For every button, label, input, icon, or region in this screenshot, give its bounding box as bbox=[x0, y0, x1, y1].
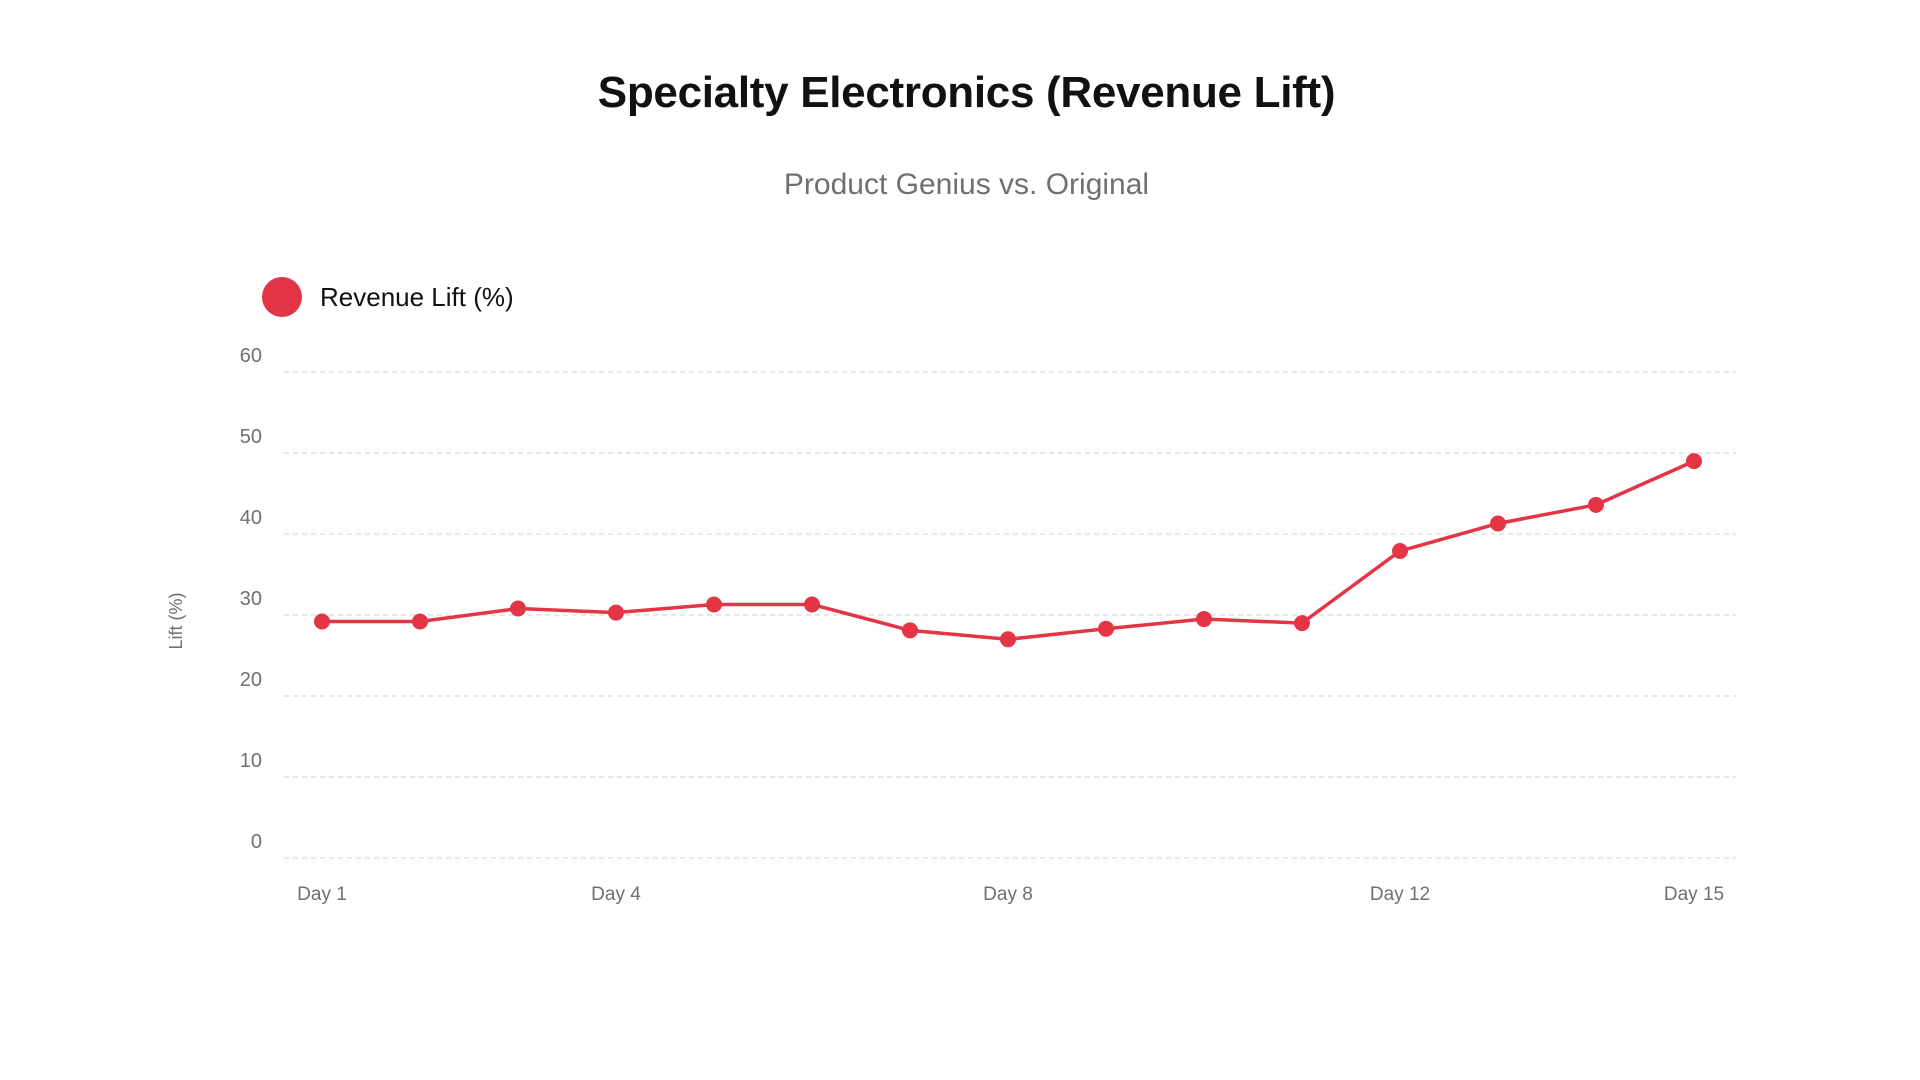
chart-subtitle: Product Genius vs. Original bbox=[783, 168, 1150, 201]
data-point bbox=[1098, 620, 1114, 637]
x-tick-label: Day 15 bbox=[1664, 884, 1724, 905]
legend: Revenue Lift (%) bbox=[262, 277, 514, 317]
y-axis-ticks: 0 10 20 30 40 50 60 bbox=[240, 345, 262, 853]
data-point bbox=[510, 600, 526, 617]
y-tick-label: 20 bbox=[240, 669, 262, 691]
data-point bbox=[1196, 611, 1212, 628]
legend-label: Revenue Lift (%) bbox=[320, 281, 514, 312]
x-tick-label: Day 1 bbox=[297, 884, 347, 905]
data-point bbox=[902, 622, 918, 639]
y-tick-label: 60 bbox=[240, 345, 262, 367]
y-tick-label: 0 bbox=[251, 831, 262, 853]
data-point bbox=[1000, 631, 1016, 648]
legend-swatch bbox=[262, 277, 302, 317]
data-point bbox=[1490, 515, 1506, 532]
y-tick-label: 10 bbox=[240, 750, 262, 772]
data-point bbox=[1392, 543, 1408, 560]
data-point bbox=[1294, 615, 1310, 632]
y-axis-title: Lift (%) bbox=[166, 592, 186, 649]
x-tick-label: Day 12 bbox=[1370, 884, 1430, 905]
grid-lines bbox=[284, 371, 1736, 859]
data-point bbox=[608, 604, 624, 621]
series-points bbox=[314, 453, 1702, 648]
data-point bbox=[1588, 496, 1604, 513]
series-line bbox=[320, 459, 1696, 642]
data-point bbox=[706, 596, 722, 613]
x-tick-label: Day 4 bbox=[591, 884, 641, 905]
y-tick-label: 50 bbox=[240, 426, 262, 448]
chart-title: Specialty Electronics (Revenue Lift) bbox=[597, 68, 1336, 117]
data-point bbox=[1686, 453, 1702, 470]
y-tick-label: 30 bbox=[240, 588, 262, 610]
x-tick-label: Day 8 bbox=[983, 884, 1033, 905]
data-point bbox=[314, 613, 330, 630]
series-line-layer bbox=[320, 459, 1696, 642]
x-axis-ticks: Day 1 Day 4 Day 8 Day 12 Day 15 bbox=[297, 884, 1724, 905]
y-tick-label: 40 bbox=[240, 507, 262, 529]
data-point bbox=[804, 596, 820, 613]
data-point bbox=[412, 613, 428, 630]
